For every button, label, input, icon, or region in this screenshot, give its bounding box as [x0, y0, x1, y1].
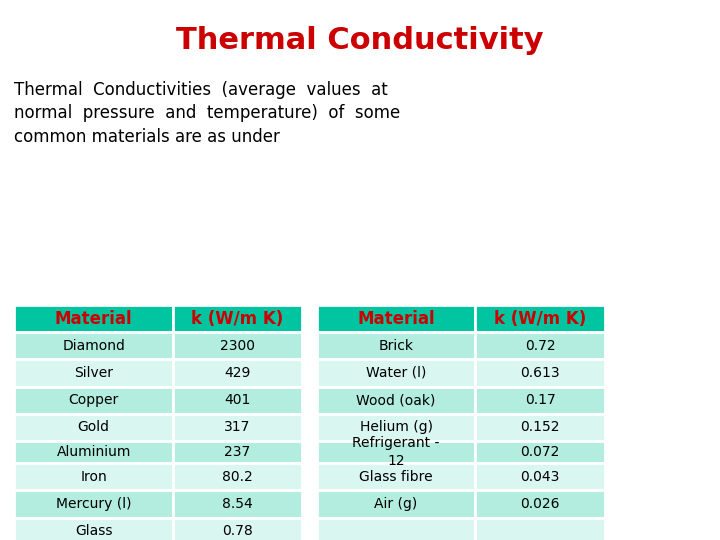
FancyBboxPatch shape	[317, 414, 475, 441]
Text: Helium (g): Helium (g)	[359, 420, 433, 434]
Text: Thermal Conductivity: Thermal Conductivity	[176, 26, 544, 55]
Text: 0.78: 0.78	[222, 524, 253, 538]
Text: Material: Material	[357, 310, 435, 328]
FancyBboxPatch shape	[475, 463, 605, 490]
Text: 237: 237	[225, 445, 251, 459]
Text: 2300: 2300	[220, 339, 255, 353]
Text: Refrigerant -
12: Refrigerant - 12	[352, 436, 440, 468]
FancyBboxPatch shape	[317, 332, 475, 360]
FancyBboxPatch shape	[14, 463, 173, 490]
Text: Gold: Gold	[78, 420, 109, 434]
Text: Glass fibre: Glass fibre	[359, 470, 433, 484]
Text: 0.072: 0.072	[521, 445, 559, 459]
FancyBboxPatch shape	[14, 387, 173, 414]
FancyBboxPatch shape	[173, 490, 302, 517]
FancyBboxPatch shape	[475, 490, 605, 517]
FancyBboxPatch shape	[317, 387, 475, 414]
FancyBboxPatch shape	[317, 463, 475, 490]
FancyBboxPatch shape	[317, 490, 475, 517]
FancyBboxPatch shape	[317, 441, 475, 463]
FancyBboxPatch shape	[14, 517, 173, 540]
FancyBboxPatch shape	[475, 414, 605, 441]
FancyBboxPatch shape	[14, 305, 173, 332]
FancyBboxPatch shape	[14, 332, 173, 360]
Text: 0.043: 0.043	[521, 470, 559, 484]
Text: 0.17: 0.17	[525, 393, 555, 407]
FancyBboxPatch shape	[14, 441, 173, 463]
FancyBboxPatch shape	[475, 360, 605, 387]
Text: Air (g): Air (g)	[374, 497, 418, 511]
FancyBboxPatch shape	[14, 414, 173, 441]
Text: 0.72: 0.72	[525, 339, 555, 353]
FancyBboxPatch shape	[475, 387, 605, 414]
Text: normal  pressure  and  temperature)  of  some: normal pressure and temperature) of some	[14, 104, 400, 123]
Text: Wood (oak): Wood (oak)	[356, 393, 436, 407]
FancyBboxPatch shape	[173, 305, 302, 332]
FancyBboxPatch shape	[14, 490, 173, 517]
Text: 0.152: 0.152	[521, 420, 559, 434]
FancyBboxPatch shape	[317, 305, 475, 332]
Text: Water (l): Water (l)	[366, 366, 426, 380]
FancyBboxPatch shape	[173, 332, 302, 360]
Text: k (W/m K): k (W/m K)	[494, 310, 586, 328]
FancyBboxPatch shape	[173, 517, 302, 540]
Text: 8.54: 8.54	[222, 497, 253, 511]
FancyBboxPatch shape	[173, 414, 302, 441]
Text: Brick: Brick	[379, 339, 413, 353]
Text: 0.613: 0.613	[520, 366, 560, 380]
Text: Mercury (l): Mercury (l)	[56, 497, 131, 511]
Text: Aluminium: Aluminium	[56, 445, 131, 459]
FancyBboxPatch shape	[173, 360, 302, 387]
Text: Glass: Glass	[75, 524, 112, 538]
FancyBboxPatch shape	[14, 360, 173, 387]
Text: Thermal  Conductivities  (average  values  at: Thermal Conductivities (average values a…	[14, 81, 388, 99]
FancyBboxPatch shape	[475, 441, 605, 463]
FancyBboxPatch shape	[475, 517, 605, 540]
FancyBboxPatch shape	[475, 332, 605, 360]
Text: Iron: Iron	[80, 470, 107, 484]
Text: 401: 401	[225, 393, 251, 407]
FancyBboxPatch shape	[317, 360, 475, 387]
Text: common materials are as under: common materials are as under	[14, 128, 280, 146]
FancyBboxPatch shape	[173, 441, 302, 463]
Text: 429: 429	[225, 366, 251, 380]
Text: 0.026: 0.026	[521, 497, 559, 511]
Text: 80.2: 80.2	[222, 470, 253, 484]
FancyBboxPatch shape	[475, 305, 605, 332]
Text: Material: Material	[55, 310, 132, 328]
Text: k (W/m K): k (W/m K)	[192, 310, 284, 328]
Text: Copper: Copper	[68, 393, 119, 407]
Text: Silver: Silver	[74, 366, 113, 380]
FancyBboxPatch shape	[173, 387, 302, 414]
Text: Diamond: Diamond	[62, 339, 125, 353]
FancyBboxPatch shape	[317, 517, 475, 540]
FancyBboxPatch shape	[173, 463, 302, 490]
Text: 317: 317	[225, 420, 251, 434]
